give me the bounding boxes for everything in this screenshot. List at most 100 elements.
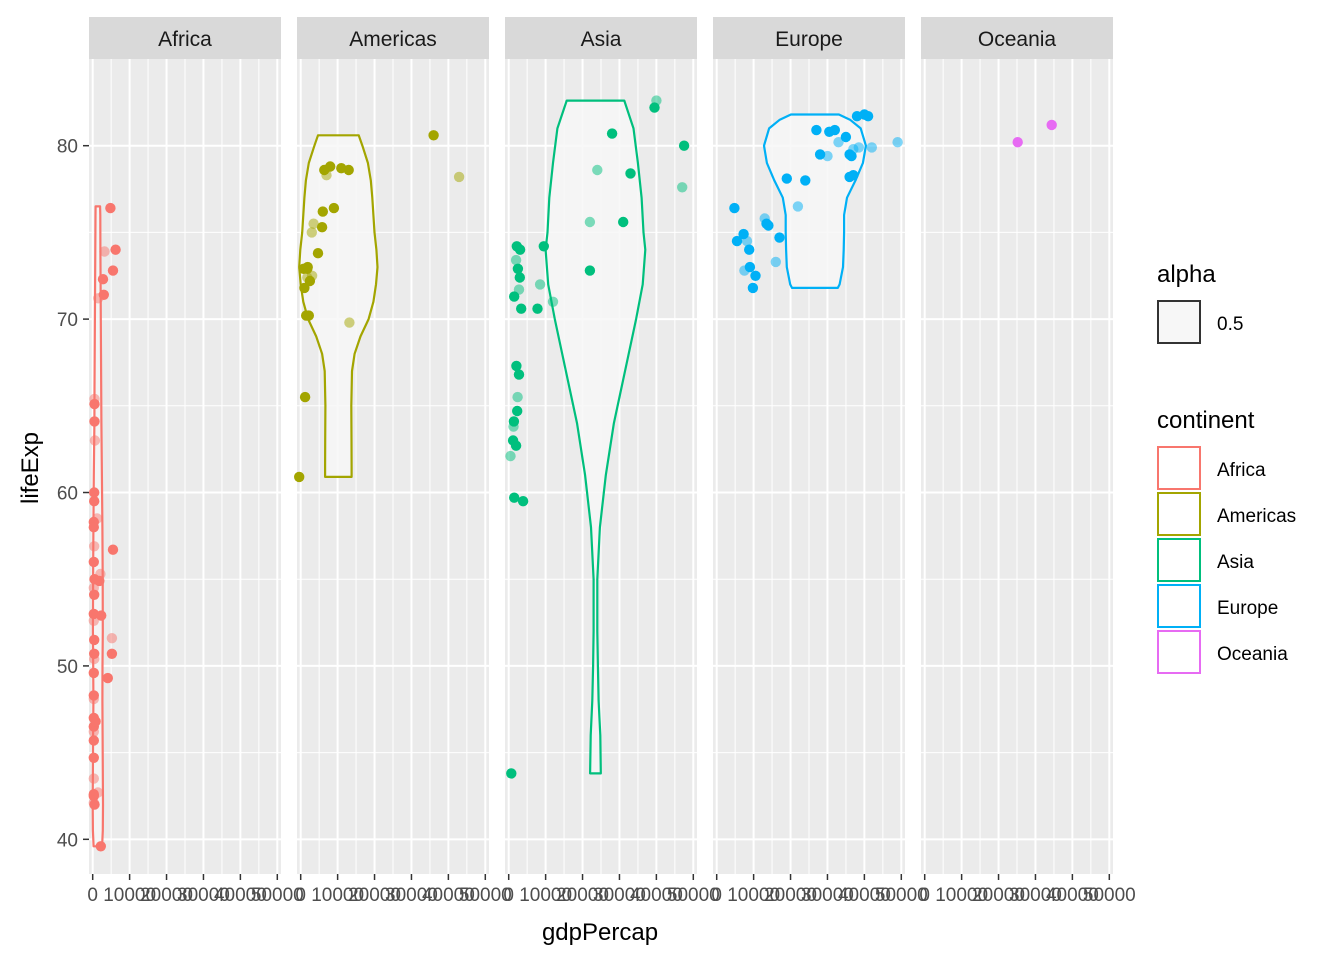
data-point <box>88 667 100 679</box>
data-point <box>534 279 546 290</box>
data-point <box>308 218 319 229</box>
data-point <box>301 310 312 321</box>
data-point <box>328 202 340 214</box>
facet-strip-label: Americas <box>349 28 437 51</box>
data-point <box>649 102 660 113</box>
facet-strip-label: Europe <box>775 28 843 51</box>
data-point <box>763 220 774 231</box>
data-point <box>96 610 107 621</box>
x-tick-label: 40000 <box>422 885 475 906</box>
x-tick-label: 0 <box>295 885 306 906</box>
data-point <box>822 150 833 162</box>
data-point <box>306 227 317 238</box>
y-tick-label: 60 <box>57 484 78 505</box>
facet-strip <box>921 17 1113 59</box>
data-point <box>729 202 740 214</box>
data-point <box>505 450 516 462</box>
data-point <box>508 421 519 432</box>
facet-panel-oceania: Oceania <box>921 17 1113 874</box>
x-tick-label: 0 <box>87 885 98 906</box>
x-tick-label: 40000 <box>838 885 891 906</box>
data-point <box>744 244 755 255</box>
data-point <box>584 265 596 276</box>
data-point <box>88 735 100 746</box>
x-tick-label: 20000 <box>348 885 401 906</box>
data-point <box>509 492 520 503</box>
data-point <box>739 265 750 276</box>
data-point <box>89 496 100 507</box>
data-point <box>336 163 347 174</box>
data-point <box>294 471 305 483</box>
x-tick-label: 0 <box>919 885 930 906</box>
data-point <box>781 173 792 184</box>
data-point <box>95 841 107 852</box>
x-tick-label: 50000 <box>1083 885 1136 906</box>
data-point <box>89 398 100 410</box>
data-point <box>514 244 526 255</box>
x-tick-label: 10000 <box>103 885 156 906</box>
data-point <box>833 137 844 148</box>
data-point <box>625 168 636 179</box>
data-point <box>892 137 903 148</box>
data-point <box>770 256 781 268</box>
legend-continent-entries: Africa Americas Asia Europe Oceania <box>1157 446 1296 674</box>
data-point <box>811 124 822 136</box>
violin-asia <box>544 99 647 775</box>
data-point <box>88 693 100 705</box>
data-point <box>862 111 874 122</box>
legend-alpha-title: alpha <box>1157 261 1216 288</box>
legend-label-europe: Europe <box>1217 598 1278 619</box>
data-point <box>517 496 529 507</box>
x-tick-label: 0 <box>711 885 722 906</box>
data-point <box>866 142 877 153</box>
data-point <box>99 246 110 257</box>
data-point <box>774 232 785 243</box>
data-point <box>512 263 524 274</box>
legend-label-africa: Africa <box>1217 460 1266 481</box>
x-axis-title: gdpPercap <box>542 919 658 946</box>
data-point <box>106 648 118 659</box>
data-point <box>513 369 525 380</box>
y-tick-label: 80 <box>57 137 78 158</box>
data-point <box>89 634 100 646</box>
x-tick-label: 10000 <box>519 885 572 906</box>
legend-key-europe <box>1157 584 1201 628</box>
data-point <box>299 391 311 403</box>
data-point <box>514 272 525 283</box>
legend-label-americas: Americas <box>1217 506 1296 527</box>
data-point <box>547 296 559 307</box>
data-point <box>750 270 761 281</box>
y-axis-title: lifeExp <box>17 432 44 504</box>
data-point <box>88 556 100 568</box>
data-point <box>304 275 316 287</box>
data-point <box>678 140 690 151</box>
data-point <box>89 487 100 498</box>
x-tick-label: 30000 <box>593 885 646 906</box>
data-point <box>88 773 100 784</box>
data-point <box>512 391 523 403</box>
data-point <box>316 222 328 233</box>
x-tick-label: 50000 <box>251 885 304 906</box>
data-point <box>453 171 465 183</box>
data-point <box>90 716 101 727</box>
x-tick-label: 40000 <box>1046 885 1099 906</box>
x-tick-label: 50000 <box>875 885 928 906</box>
x-tick-label: 40000 <box>630 885 683 906</box>
x-tick-label: 50000 <box>667 885 720 906</box>
data-point <box>506 768 517 779</box>
data-point <box>102 672 114 684</box>
data-point <box>618 216 629 228</box>
data-point <box>538 241 549 252</box>
y-axis: 40 50 60 70 80 <box>57 137 89 851</box>
data-point <box>510 254 522 266</box>
data-point <box>92 787 104 798</box>
violin-americas <box>298 134 379 478</box>
facet-panel-africa: Africa <box>89 17 281 874</box>
data-point <box>88 522 100 533</box>
data-point <box>88 752 100 763</box>
data-point <box>97 274 109 285</box>
legend-key-africa <box>1157 446 1201 490</box>
y-tick-label: 40 <box>57 830 78 851</box>
